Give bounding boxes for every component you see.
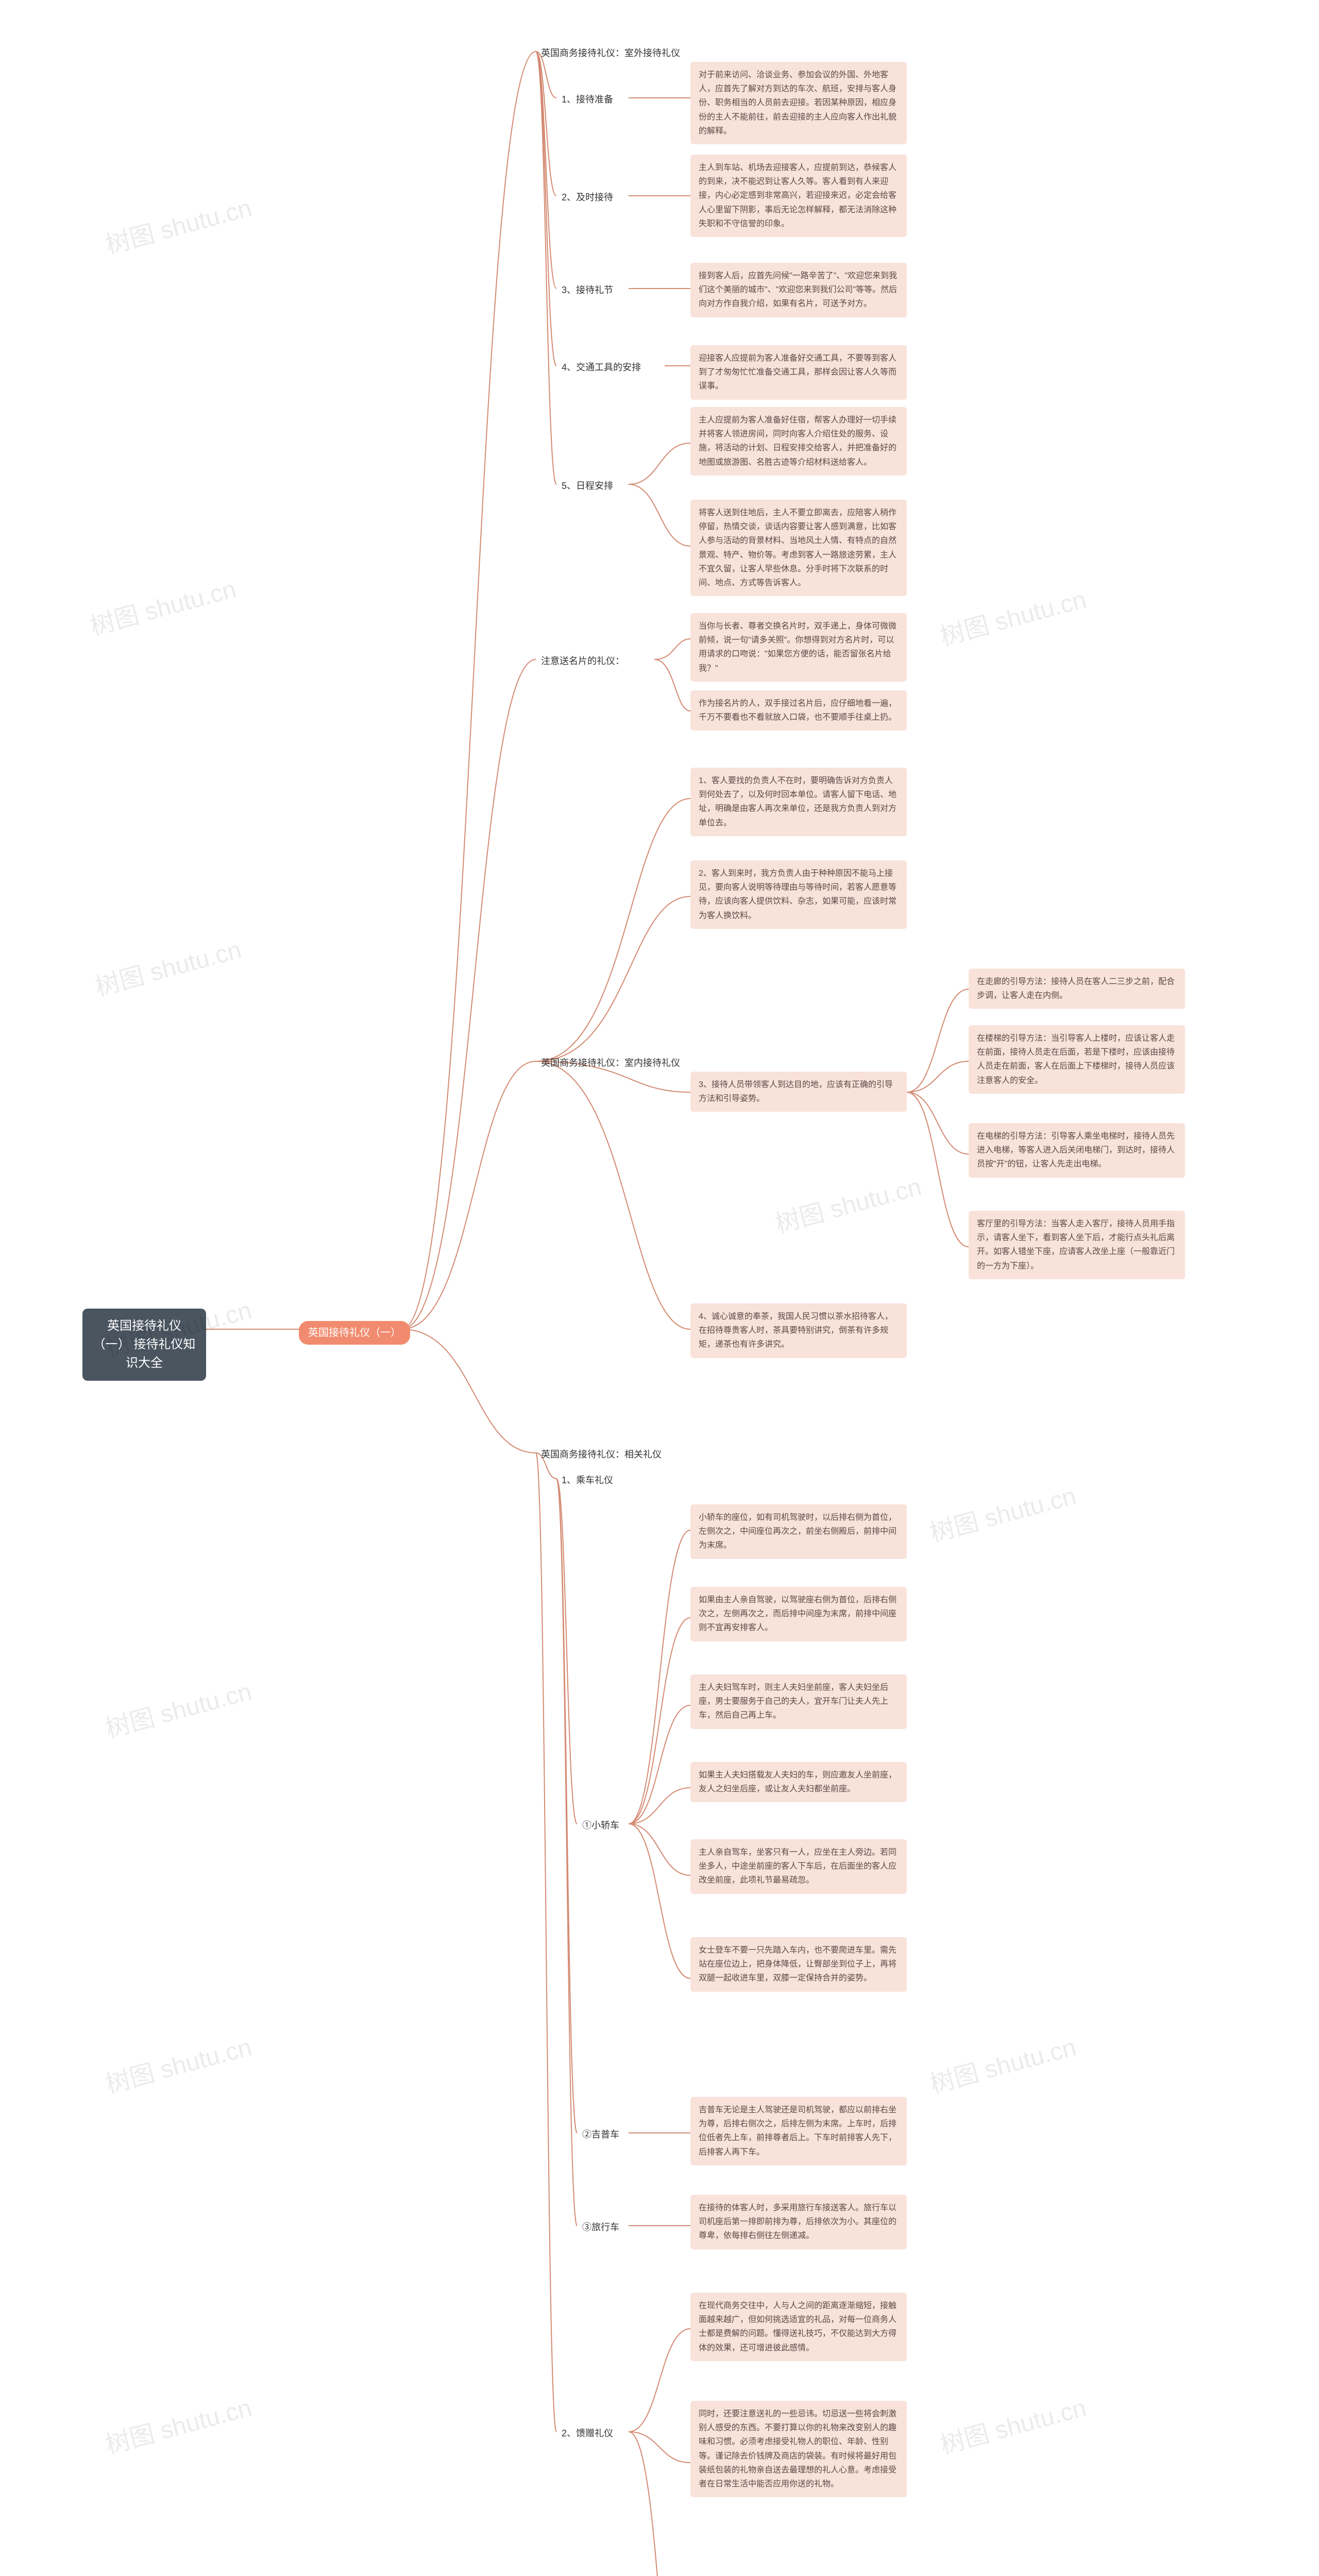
watermark: 树图 shutu.cn — [86, 569, 240, 642]
watermark: 树图 shutu.cn — [91, 929, 245, 1003]
s4-car: 1、乘车礼仪 — [556, 1470, 618, 1490]
watermark: 树图 shutu.cn — [101, 188, 255, 261]
s4-sedan: ①小轿车 — [577, 1816, 624, 1836]
s1-transport-leaf: 迎接客人应提前为客人准备好交通工具，不要等到客人到了才匆匆忙忙准备交通工具，那样… — [690, 345, 907, 400]
s4a1-l6: 女士登车不要一只先踏入车内，也不要爬进车里。需先站在座位边上，把身体降低，让臀部… — [690, 1937, 907, 1992]
watermark: 树图 shutu.cn — [101, 1671, 255, 1745]
connector-layer — [10, 10, 1319, 2576]
s3c-leaf2: 在楼梯的引导方法：当引导客人上楼时，应该让客人走在前面，接待人员走在后面，若是下… — [969, 1025, 1185, 1094]
s2-leaf2: 作为接名片的人，双手接过名片后，应仔细地看一遍，千万不要看也不看就放入口袋，也不… — [690, 690, 907, 731]
watermark: 树图 shutu.cn — [101, 2027, 255, 2100]
s4b-l1: 在现代商务交往中，人与人之间的距离逐渐缩短，接触面越来越广，但如何挑选适宜的礼品… — [690, 2293, 907, 2361]
s4-gift: 2、馈赠礼仪 — [556, 2424, 618, 2444]
s3-leaf1: 1、客人要找的负责人不在时，要明确告诉对方负责人到何处去了，以及何时回本单位。请… — [690, 768, 907, 836]
s1-timely-leaf: 主人到车站、机场去迎接客人，应提前到达，恭候客人的到来，决不能迟到让客人久等。客… — [690, 155, 907, 237]
s3-leaf4: 4、诚心诚意的奉茶，我国人民习惯以茶水招待客人，在招待尊贵客人时，茶具要特别讲究… — [690, 1303, 907, 1358]
s1-timely: 2、及时接待 — [556, 188, 618, 208]
level1-node: 英国接待礼仪（一） — [299, 1321, 410, 1345]
watermark: 树图 shutu.cn — [936, 579, 1090, 653]
s4-tourbus: ③旅行车 — [577, 2217, 624, 2238]
watermark: 树图 shutu.cn — [771, 1166, 925, 1240]
s3c-leaf1: 在走廊的引导方法：接待人员在客人二三步之前，配合步调，让客人走在内侧。 — [969, 969, 1185, 1009]
section-namecard: 注意送名片的礼仪： — [536, 651, 630, 671]
section-related: 英国商务接待礼仪：相关礼仪 — [536, 1445, 667, 1465]
section-outdoor: 英国商务接待礼仪：室外接待礼仪 — [536, 43, 685, 63]
root-node: 英国接待礼仪（一） 接待礼仪知识大全 — [82, 1309, 206, 1381]
s3c-leaf3: 在电梯的引导方法：引导客人乘坐电梯时，接待人员先进入电梯，等客人进入后关闭电梯门… — [969, 1123, 1185, 1178]
watermark: 树图 shutu.cn — [925, 2027, 1079, 2100]
s4a3-l1: 在接待的体客人时，多采用旅行车接送客人。旅行车以司机座后第一排即前排为尊，后排依… — [690, 2195, 907, 2249]
s4a1-l2: 如果由主人亲自驾驶，以驾驶座右侧为首位，后排右侧次之，左侧再次之，而后排中间座为… — [690, 1587, 907, 1641]
s3-leaf2: 2、客人到来时，我方负责人由于种种原因不能马上接见，要向客人说明等待理由与等待时… — [690, 860, 907, 929]
s4a1-l5: 主人亲自驾车，坐客只有一人，应坐在主人旁边。若同坐多人，中途坐前座的客人下车后，… — [690, 1839, 907, 1894]
watermark: 树图 shutu.cn — [101, 2387, 255, 2461]
s4a1-l3: 主人夫妇驾车时，则主人夫妇坐前座，客人夫妇坐后座，男士要服务于自己的夫人，宜开车… — [690, 1674, 907, 1729]
mindmap-canvas: 英国接待礼仪（一） 接待礼仪知识大全 英国接待礼仪（一） 英国商务接待礼仪：室外… — [10, 10, 1309, 2576]
s2-leaf1: 当你与长者、尊者交换名片时，双手递上，身体可微微前倾，说一句"请多关照"。你想得… — [690, 613, 907, 682]
s1-prep: 1、接待准备 — [556, 90, 618, 110]
s4a1-l1: 小轿车的座位，如有司机驾驶时，以后排右侧为首位，左侧次之，中间座位再次之，前坐右… — [690, 1504, 907, 1559]
s4a2-l1: 吉普车无论是主人驾驶还是司机驾驶，都应以前排右坐为尊，后排右侧次之，后排左侧为末… — [690, 2097, 907, 2165]
watermark: 树图 shutu.cn — [936, 2387, 1090, 2461]
s1-schedule: 5、日程安排 — [556, 476, 618, 496]
s4-jeep: ②吉普车 — [577, 2125, 624, 2145]
s1-etiquette-leaf: 接到客人后，应首先问候"一路辛苦了"、"欢迎您来到我们这个美丽的城市"、"欢迎您… — [690, 263, 907, 317]
s1-etiquette: 3、接待礼节 — [556, 280, 618, 300]
s3c-leaf4: 客厅里的引导方法：当客人走入客厅，接待人员用手指示，请客人坐下，看到客人坐下后，… — [969, 1211, 1185, 1279]
s1-schedule-leaf1: 主人应提前为客人准备好住宿，帮客人办理好一切手续并将客人领进房间，同时向客人介绍… — [690, 407, 907, 476]
s1-schedule-leaf2: 将客人送到住地后，主人不要立即离去，应陪客人稍作停留，热情交谈，谈话内容要让客人… — [690, 500, 907, 596]
s4a1-l4: 如果主人夫妇搭载友人夫妇的车，则应邀友人坐前座，友人之妇坐后座，或让友人夫妇都坐… — [690, 1762, 907, 1802]
s4b-l2: 同时，还要注意送礼的一些忌讳。切忌送一些将会刺激别人感受的东西。不要打算以你的礼… — [690, 2401, 907, 2497]
s3-leaf3: 3、接待人员带领客人到达目的地，应该有正确的引导方法和引导姿势。 — [690, 1072, 907, 1112]
s1-prep-leaf: 对于前来访问、洽谈业务、参加会议的外国、外地客人，应首先了解对方到达的车次、航班… — [690, 62, 907, 144]
watermark: 树图 shutu.cn — [925, 1476, 1079, 1549]
section-indoor: 英国商务接待礼仪：室内接待礼仪 — [536, 1053, 685, 1073]
s1-transport: 4、交通工具的安排 — [556, 358, 646, 378]
